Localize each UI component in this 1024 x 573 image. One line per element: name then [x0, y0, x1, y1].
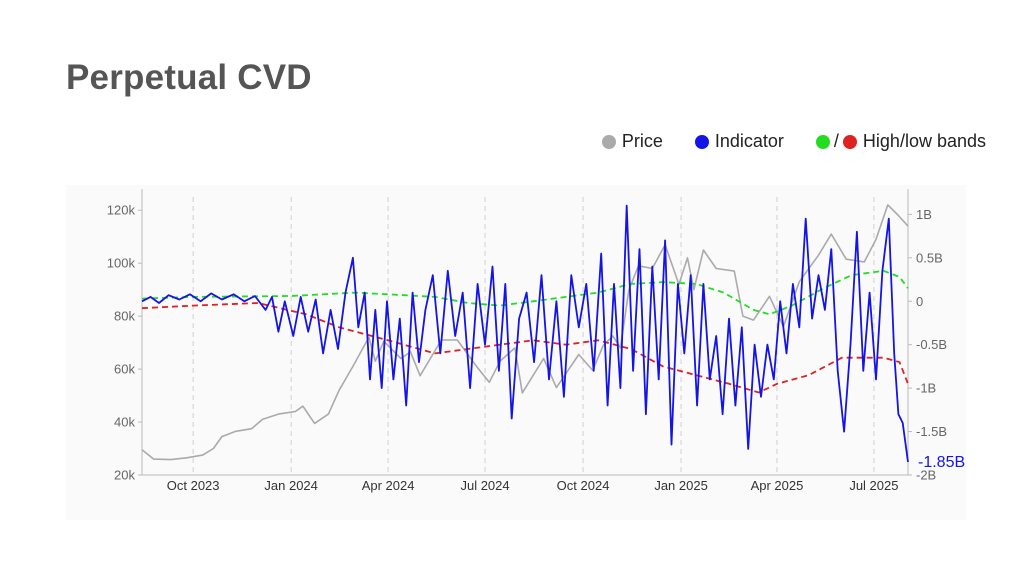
right-tick-label: 0: [916, 294, 923, 309]
x-tick-label: Jul 2025: [849, 478, 898, 493]
x-tick-label: Oct 2024: [557, 478, 610, 493]
x-tick-label: Oct 2023: [167, 478, 220, 493]
left-tick-label: 20k: [114, 468, 135, 483]
x-tick-label: Jul 2024: [460, 478, 509, 493]
legend-indicator-label: Indicator: [714, 131, 784, 151]
legend-bands-label: High/low bands: [862, 131, 986, 151]
last-value-label: -1.85B: [918, 454, 965, 471]
low-band-line: [141, 302, 909, 394]
left-tick-label: 100k: [107, 256, 136, 271]
indicator-line: [141, 204, 909, 463]
left-tick-label: 120k: [107, 203, 136, 218]
page-title: Perpetual CVD: [66, 58, 312, 97]
left-tick-label: 40k: [114, 415, 135, 430]
high-band-swatch-icon: [815, 134, 830, 149]
x-tick-label: Jan 2025: [654, 478, 708, 493]
series-group: [141, 204, 909, 463]
left-tick-label: 80k: [114, 309, 135, 324]
right-tick-label: 0.5B: [916, 250, 943, 265]
price-line: [141, 204, 909, 461]
x-tick-label: Apr 2024: [362, 478, 415, 493]
legend-item-indicator[interactable]: Indicator: [694, 131, 784, 152]
low-band-swatch-icon: [842, 134, 857, 149]
right-tick-label: -1.5B: [916, 424, 947, 439]
axis-labels: Oct 2023 Jan 2024 Apr 2024 Jul 2024 Oct 2024…: [107, 203, 965, 493]
grid-lines: [192, 197, 875, 475]
x-tick-label: Apr 2025: [751, 478, 804, 493]
x-tick-label: Jan 2024: [264, 478, 318, 493]
high-band-line: [141, 269, 909, 316]
right-tick-label: 1B: [916, 207, 932, 222]
axes: [138, 189, 912, 476]
legend-item-bands[interactable]: / High/low bands: [815, 131, 986, 152]
legend-price-label: Price: [621, 131, 663, 151]
chart-legend: Price Indicator / High/low bands: [601, 131, 986, 152]
price-swatch-icon: [601, 134, 616, 149]
right-tick-label: -2B: [916, 468, 936, 483]
legend-bands-separator: /: [833, 131, 839, 151]
right-tick-label: -0.5B: [916, 337, 947, 352]
indicator-swatch-icon: [694, 134, 709, 149]
right-tick-label: -1B: [916, 381, 936, 396]
left-tick-label: 60k: [114, 362, 135, 377]
legend-item-price[interactable]: Price: [601, 131, 663, 152]
